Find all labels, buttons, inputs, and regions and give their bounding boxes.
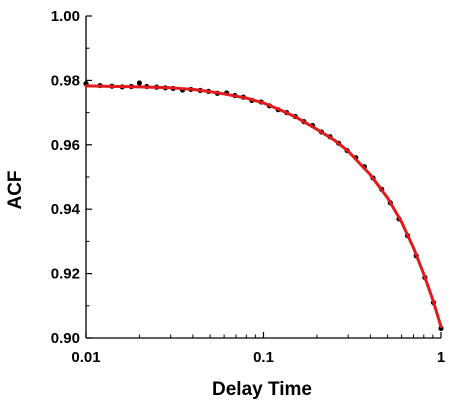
y-axis: 0.90 0.92 0.94 0.96 0.98 1.00: [51, 8, 92, 347]
y-tick-label: 0.94: [51, 201, 81, 218]
y-tick-label: 0.92: [51, 266, 80, 283]
data-point: [136, 80, 143, 86]
plot-frame: [85, 16, 441, 339]
y-axis-title: ACF: [5, 170, 26, 209]
x-axis: 0.01 0.1 1: [71, 332, 445, 366]
x-tick-label: 0.01: [71, 349, 100, 366]
x-tick-label: 1: [437, 349, 445, 366]
y-tick-label: 0.98: [51, 72, 80, 89]
fit-line-series: [84, 84, 443, 329]
y-tick-label: 1.00: [51, 8, 80, 25]
x-tick-label: 0.1: [253, 349, 274, 366]
fit-line: [84, 84, 443, 329]
y-tick-label: 0.90: [51, 330, 80, 347]
y-tick-label: 0.96: [51, 137, 80, 154]
scatter-series: [83, 80, 444, 331]
x-axis-title: Delay Time: [212, 379, 312, 400]
